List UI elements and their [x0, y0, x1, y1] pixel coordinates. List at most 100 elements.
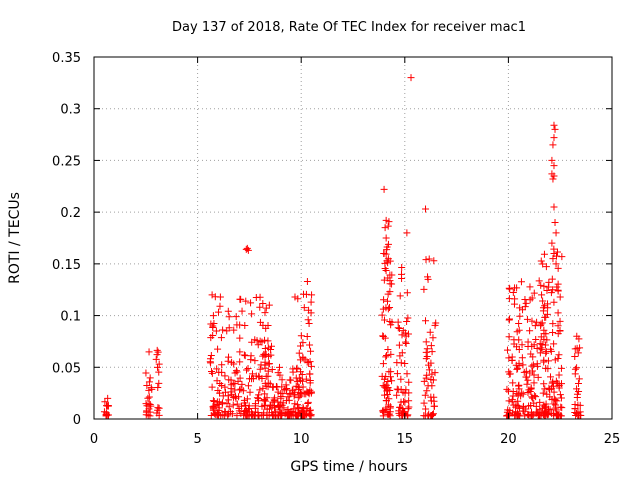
data-point — [420, 399, 428, 407]
y-tick-label: 0.3 — [60, 103, 81, 118]
x-tick-label: 10 — [293, 432, 310, 447]
data-point — [386, 271, 394, 279]
data-point — [206, 355, 214, 363]
data-point — [514, 410, 522, 418]
data-point — [535, 277, 543, 285]
data-point — [244, 412, 252, 420]
y-tick-label: 0 — [73, 413, 81, 428]
data-point — [429, 334, 437, 342]
data-point — [544, 300, 552, 308]
data-point — [533, 318, 541, 326]
data-point — [213, 365, 221, 373]
data-point — [430, 402, 438, 410]
data-point — [526, 327, 534, 335]
data-point — [503, 346, 511, 354]
data-point — [528, 317, 536, 325]
data-point — [299, 377, 307, 385]
data-point — [379, 382, 387, 390]
data-point — [306, 370, 314, 378]
data-point — [549, 329, 557, 337]
data-point — [422, 348, 430, 356]
data-point — [540, 326, 548, 334]
y-tick-label: 0.25 — [52, 154, 81, 169]
data-point — [293, 364, 301, 372]
data-point — [557, 364, 565, 372]
data-point — [302, 404, 310, 412]
data-point — [221, 372, 229, 380]
data-point — [552, 260, 560, 268]
data-point — [396, 292, 404, 300]
data-point — [551, 125, 559, 133]
data-point — [403, 318, 411, 326]
data-point — [427, 342, 435, 350]
data-point — [380, 316, 388, 324]
data-point — [547, 373, 555, 381]
data-point — [297, 332, 305, 340]
data-point — [380, 250, 388, 258]
data-point — [542, 263, 550, 271]
data-point — [251, 357, 259, 365]
data-point — [262, 397, 270, 405]
data-point — [518, 341, 526, 349]
data-point — [543, 390, 551, 398]
data-point — [575, 411, 583, 419]
data-point — [422, 317, 430, 325]
data-point — [262, 382, 270, 390]
data-point — [527, 385, 535, 393]
data-point — [429, 411, 437, 419]
data-point — [575, 375, 583, 383]
data-point — [403, 289, 411, 297]
data-point — [267, 342, 275, 350]
data-point — [379, 332, 387, 340]
data-point — [284, 411, 292, 419]
data-point — [308, 291, 316, 299]
data-point — [242, 297, 250, 305]
data-point — [102, 409, 110, 417]
data-point — [505, 333, 513, 341]
data-point — [218, 361, 226, 369]
y-tick-label: 0.1 — [60, 310, 81, 325]
data-point — [216, 389, 224, 397]
data-point — [298, 370, 306, 378]
data-point — [505, 295, 513, 303]
data-point — [240, 351, 248, 359]
data-point — [394, 318, 402, 326]
data-point — [294, 409, 302, 417]
data-point — [431, 321, 439, 329]
data-point — [513, 389, 521, 397]
data-point — [523, 380, 531, 388]
data-point — [423, 371, 431, 379]
data-point — [383, 352, 391, 360]
data-point — [551, 404, 559, 412]
data-point — [574, 379, 582, 387]
data-point — [385, 410, 393, 418]
data-point — [213, 377, 221, 385]
data-point — [552, 406, 560, 414]
data-point — [397, 398, 405, 406]
data-point — [155, 411, 163, 419]
data-point — [552, 229, 560, 237]
data-point — [517, 392, 525, 400]
data-point — [145, 393, 153, 401]
data-point — [543, 336, 551, 344]
data-point — [276, 371, 284, 379]
data-point — [407, 74, 415, 82]
data-point — [402, 339, 410, 347]
data-point — [153, 363, 161, 371]
data-point — [554, 411, 562, 419]
data-point — [379, 360, 387, 368]
data-point — [543, 310, 551, 318]
data-point — [422, 338, 430, 346]
data-point — [240, 407, 248, 415]
data-point — [430, 257, 438, 265]
data-point — [142, 369, 150, 377]
data-point — [384, 259, 392, 267]
data-point — [208, 383, 216, 391]
data-point — [379, 305, 387, 313]
data-point — [524, 338, 532, 346]
data-point — [380, 276, 388, 284]
data-point — [548, 156, 556, 164]
data-point — [268, 366, 276, 374]
data-point — [425, 255, 433, 263]
data-point — [387, 350, 395, 358]
